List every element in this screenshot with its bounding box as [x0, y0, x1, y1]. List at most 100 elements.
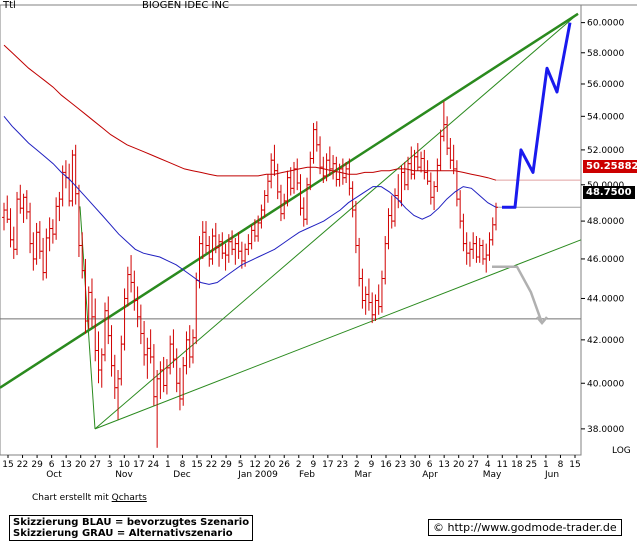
- price-bar: [278, 184, 283, 222]
- price-bar: [21, 193, 26, 223]
- scenario-gray-arrow: [536, 316, 548, 326]
- x-month-label: Nov: [115, 470, 133, 480]
- price-bar: [106, 296, 111, 345]
- trend-line: [94, 13, 579, 430]
- price-bar: [422, 149, 427, 180]
- price-bar: [249, 224, 254, 250]
- price-bar: [18, 184, 23, 214]
- last-close-badge: 48.7500: [583, 186, 635, 199]
- price-bar: [291, 161, 296, 194]
- x-tick-label: 3: [107, 460, 113, 470]
- price-bar: [230, 230, 235, 256]
- price-bar: [158, 361, 163, 399]
- x-tick-label: 27: [90, 460, 101, 470]
- price-bar: [311, 122, 316, 164]
- scenario-blue-path: [502, 22, 572, 209]
- ticker-label: Ttl: [3, 0, 16, 11]
- x-tick-label: 6: [49, 460, 55, 470]
- price-bar: [301, 197, 306, 227]
- price-bar: [295, 158, 300, 191]
- price-bar: [419, 151, 424, 173]
- trend-lines: [0, 12, 582, 430]
- x-tick-label: 18: [511, 460, 523, 470]
- price-bar: [379, 270, 384, 313]
- y-axis: 38.0000 40.0000 42.0000 44.0000 46.0000 48.00…: [581, 19, 624, 435]
- price-bar: [103, 302, 108, 362]
- x-month-label: Apr: [422, 470, 438, 480]
- price-bar: [265, 174, 270, 203]
- x-tick-label: 8: [180, 460, 186, 470]
- price-bar: [44, 228, 49, 279]
- price-bar: [135, 286, 140, 328]
- price-bar: [89, 278, 94, 328]
- x-tick-label: 15: [2, 460, 13, 470]
- x-tick-label: 29: [31, 460, 43, 470]
- price-bar: [340, 158, 345, 185]
- price-bar: [262, 190, 267, 218]
- price-bar: [275, 163, 280, 200]
- price-bar: [168, 335, 173, 375]
- price-bar: [233, 237, 238, 265]
- price-bar: [112, 354, 117, 399]
- price-bar: [164, 359, 169, 395]
- price-bar: [445, 116, 450, 156]
- price-bar: [174, 348, 179, 393]
- price-bar: [458, 190, 463, 229]
- x-tick-label: 9: [310, 460, 316, 470]
- moving-averages: [3, 44, 497, 285]
- price-bar: [24, 190, 29, 220]
- price-bar: [204, 221, 209, 254]
- price-bar: [57, 191, 62, 222]
- x-month-label: Jun: [544, 470, 559, 480]
- scenario-sketches: [492, 22, 572, 326]
- price-bar: [28, 202, 33, 254]
- x-tick-label: 20: [264, 460, 276, 470]
- price-bar: [210, 228, 215, 265]
- x-tick-label: 13: [438, 460, 449, 470]
- y-tick-label: 52.0000: [587, 146, 624, 156]
- x-tick-label: 2: [354, 460, 360, 470]
- x-tick-label: 4: [485, 460, 491, 470]
- price-bar: [109, 325, 114, 377]
- moving-average-line: [3, 115, 497, 285]
- price-bar: [41, 237, 46, 281]
- price-bar: [246, 234, 251, 256]
- trend-line: [94, 239, 582, 430]
- price-bar: [487, 232, 492, 261]
- x-tick-label: 30: [409, 460, 421, 470]
- price-bar: [435, 158, 440, 192]
- qcharts-link[interactable]: Qcharts: [111, 493, 147, 503]
- x-tick-label: 17: [322, 460, 333, 470]
- scenario-legend: Skizzierung BLAU = bevorzugtes Szenario …: [9, 515, 254, 541]
- price-bar: [480, 239, 485, 265]
- price-bar: [15, 191, 20, 256]
- x-tick-label: 20: [453, 460, 465, 470]
- price-bar: [125, 266, 130, 307]
- x-tick-label: 27: [468, 460, 479, 470]
- chart-title: BIOGEN IDEC INC: [142, 0, 229, 11]
- price-bar: [145, 337, 150, 379]
- legend-gray: Skizzierung GRAU = Alternativszenario: [13, 528, 233, 539]
- x-tick-label: 15: [191, 460, 202, 470]
- price-bar: [155, 370, 160, 448]
- price-bar: [366, 278, 371, 311]
- price-bar: [474, 236, 479, 263]
- price-bar: [184, 331, 189, 375]
- website-link[interactable]: © http://www.godmode-trader.de: [428, 519, 622, 536]
- price-bar: [389, 195, 394, 229]
- y-tick-label: 40.0000: [587, 379, 624, 389]
- price-bar: [200, 221, 205, 259]
- price-bar: [490, 217, 495, 246]
- price-bar: [432, 181, 437, 211]
- x-tick-label: 12: [249, 460, 260, 470]
- y-tick-label: 60.0000: [587, 19, 624, 29]
- x-tick-label: 15: [569, 460, 580, 470]
- price-bar: [11, 226, 16, 259]
- x-tick-label: 13: [60, 460, 71, 470]
- price-bar: [96, 331, 101, 384]
- y-tick-label: 50.0000: [587, 181, 624, 191]
- price-bar: [360, 268, 365, 309]
- price-bar: [376, 284, 381, 315]
- moving-average-line: [3, 44, 497, 181]
- price-bar: [392, 188, 397, 227]
